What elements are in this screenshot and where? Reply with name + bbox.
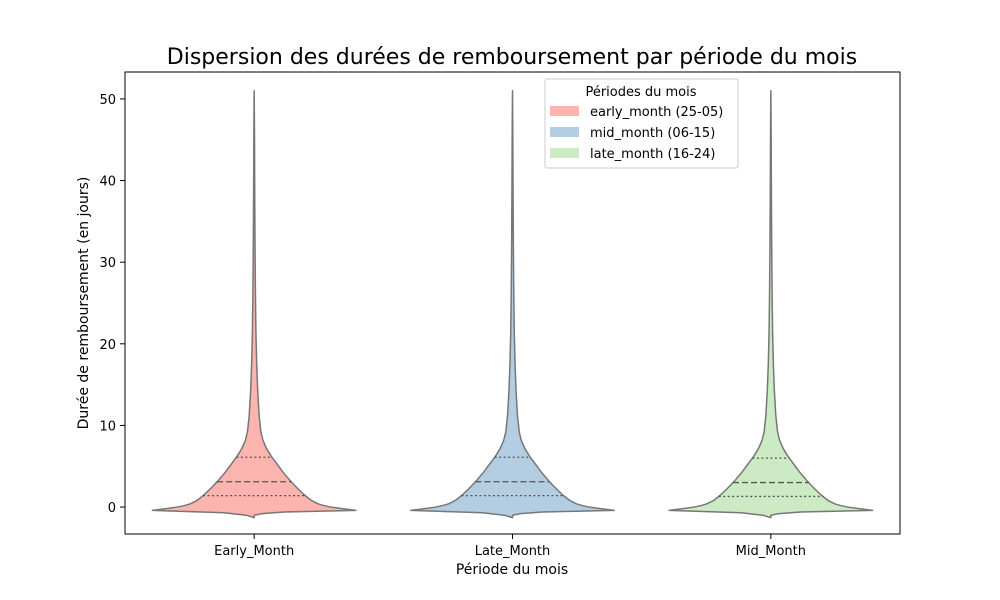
legend-label-late-month: late_month (16-24) xyxy=(590,147,715,162)
legend-swatch-late-month xyxy=(550,148,579,158)
y-tick-label: 30 xyxy=(99,256,116,271)
y-tick-label: 40 xyxy=(99,175,116,190)
violin-mid-month xyxy=(668,90,874,519)
chart-title: Dispersion des durées de remboursement p… xyxy=(167,45,857,70)
x-tick-label: Late_Month xyxy=(475,544,551,559)
legend-label-early-month: early_month (25-05) xyxy=(590,105,723,120)
legend: Périodes du mois early_month (25-05) mid… xyxy=(544,78,739,169)
y-tick-label: 20 xyxy=(99,338,116,353)
x-axis-label: Période du mois xyxy=(456,562,568,578)
legend-label-mid-month: mid_month (06-15) xyxy=(590,126,715,141)
violins-layer xyxy=(151,90,874,519)
legend-swatch-early-month xyxy=(550,106,579,116)
legend-title: Périodes du mois xyxy=(585,85,696,100)
x-tick-label: Mid_Month xyxy=(736,544,806,559)
y-axis: 0 10 20 30 40 50 xyxy=(99,93,125,516)
legend-swatch-mid-month xyxy=(550,127,579,137)
violin-late-month xyxy=(410,90,615,519)
violin-early-month xyxy=(151,90,357,519)
y-axis-label: Durée de remboursement (en jours) xyxy=(76,177,92,430)
x-tick-label: Early_Month xyxy=(214,544,294,559)
y-tick-label: 10 xyxy=(99,419,116,434)
x-axis: Early_Month Late_Month Mid_Month xyxy=(214,534,806,559)
legend-frame xyxy=(544,78,739,169)
y-tick-label: 50 xyxy=(99,93,116,108)
y-tick-label: 0 xyxy=(108,501,116,516)
